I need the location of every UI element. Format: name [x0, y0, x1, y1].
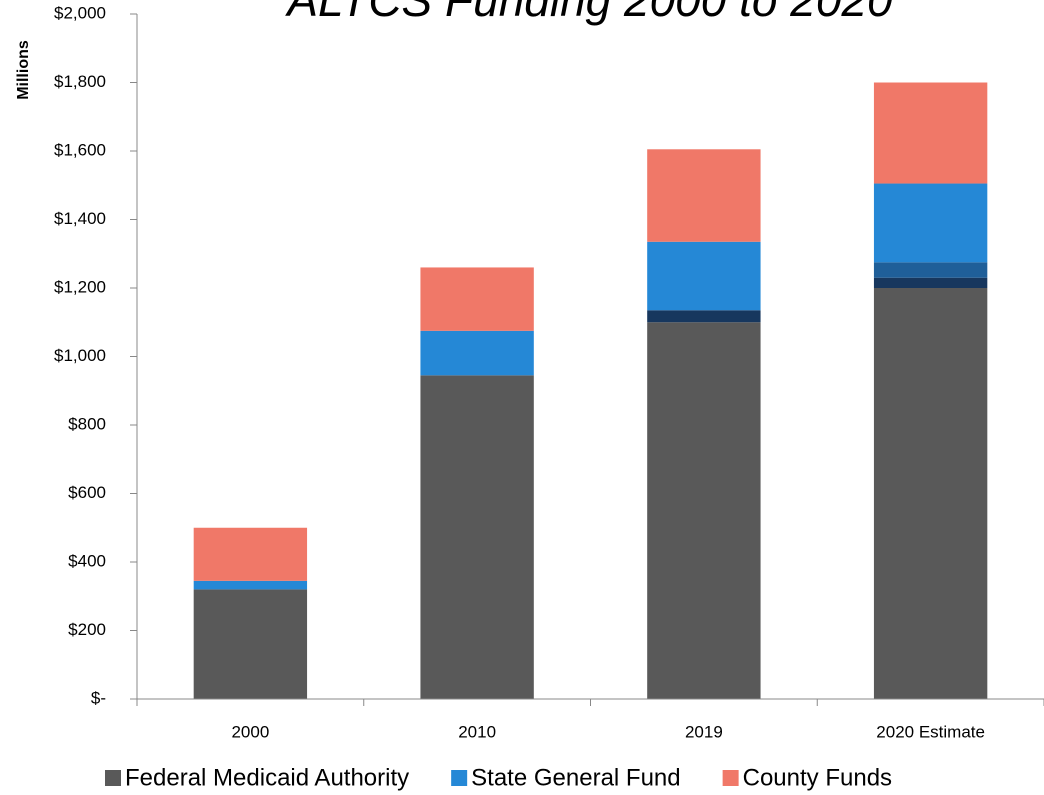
bar-segment — [647, 310, 761, 323]
legend-swatch — [722, 770, 739, 786]
y-tick-label: $1,800 — [54, 72, 106, 91]
bar-segment — [193, 580, 308, 590]
x-tick-label: 2020 Estimate — [876, 722, 985, 741]
bar-segment — [873, 183, 988, 263]
y-tick-label: $1,400 — [54, 209, 106, 228]
y-tick-label: $400 — [68, 551, 106, 570]
x-tick-label: 2000 — [231, 722, 269, 741]
bar-segment — [420, 267, 534, 331]
bar-segment — [193, 527, 308, 581]
y-tick-label: $200 — [68, 620, 106, 639]
legend-label: State General Fund — [471, 764, 680, 791]
legend-swatch — [105, 770, 121, 786]
x-tick-label: 2010 — [458, 722, 496, 741]
legend-label: County Funds — [743, 764, 892, 791]
bar-segment — [647, 149, 761, 242]
bar-segment — [873, 262, 988, 278]
y-tick-label: $1,000 — [54, 346, 106, 365]
x-tick-label: 2019 — [685, 722, 723, 741]
y-tick-label: $800 — [68, 414, 106, 433]
bar-segment — [420, 375, 534, 699]
bar-segment — [873, 288, 988, 699]
bar-segment — [873, 277, 988, 288]
y-tick-label: $2,000 — [54, 3, 106, 22]
legend-swatch — [451, 770, 468, 786]
y-tick-label: $1,200 — [54, 277, 106, 296]
y-tick-label: $1,600 — [54, 140, 106, 159]
y-tick-label: $600 — [68, 483, 106, 502]
y-tick-label: $- — [91, 688, 106, 707]
bar-segment — [420, 330, 534, 376]
bar-segment — [193, 589, 308, 699]
bar-segment — [873, 82, 988, 184]
y-axis-label: Millions — [15, 40, 32, 100]
legend-label: Federal Medicaid Authority — [125, 764, 409, 791]
chart-title: ALTCS Funding 2000 to 2020 — [284, 0, 893, 26]
bar-segment — [647, 322, 761, 699]
bar-segment — [647, 241, 761, 311]
